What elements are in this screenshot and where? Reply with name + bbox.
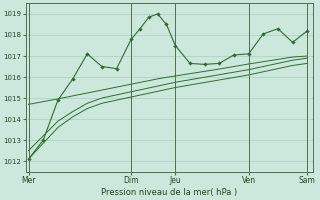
X-axis label: Pression niveau de la mer( hPa ): Pression niveau de la mer( hPa ) <box>101 188 237 197</box>
